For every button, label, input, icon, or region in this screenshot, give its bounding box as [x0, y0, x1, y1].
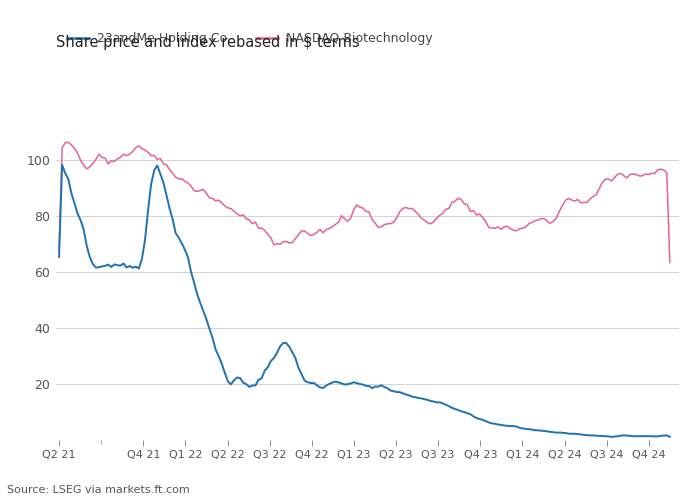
Text: Share price and index rebased in $ terms: Share price and index rebased in $ terms — [56, 35, 360, 50]
Text: Source: LSEG via markets.ft.com: Source: LSEG via markets.ft.com — [7, 485, 190, 495]
Legend: 23andMe Holding Co., NASDAQ Biotechnology: 23andMe Holding Co., NASDAQ Biotechnolog… — [62, 27, 437, 50]
